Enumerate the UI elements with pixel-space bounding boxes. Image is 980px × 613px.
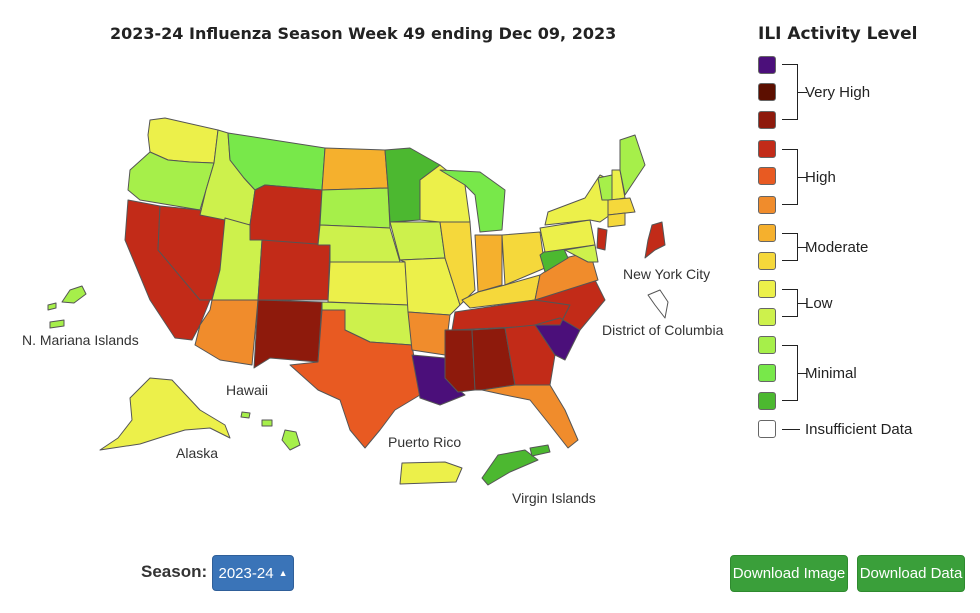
state-kansas[interactable] (327, 261, 409, 306)
label-hawaii: Hawaii (226, 382, 269, 398)
map-title: 2023-24 Influenza Season Week 49 ending … (110, 24, 617, 43)
legend-minimal: Minimal (805, 365, 857, 382)
virgin-islands-small (529, 444, 551, 457)
legend-moderate: Moderate (805, 239, 869, 256)
legend-high: High (805, 169, 836, 186)
state-arkansas[interactable] (407, 311, 451, 356)
state-new-mexico[interactable] (253, 299, 323, 369)
legend-swatch-12 (758, 364, 776, 382)
legend-swatch-10 (758, 308, 776, 326)
state-georgia[interactable] (504, 324, 556, 386)
download-image-button[interactable]: Download Image (730, 555, 848, 592)
state-colorado[interactable] (257, 239, 331, 301)
legend-swatch-11 (758, 336, 776, 354)
state-florida[interactable] (481, 384, 579, 449)
state-indiana[interactable] (474, 234, 503, 293)
state-new-jersey[interactable] (596, 227, 608, 251)
label-district-of-columbia: District of Columbia (602, 322, 724, 338)
state-iowa[interactable] (389, 221, 446, 261)
puerto-rico[interactable] (399, 461, 463, 485)
legend-swatch-5 (758, 167, 776, 185)
label-alaska: Alaska (176, 445, 219, 461)
legend-swatch-8 (758, 252, 776, 270)
state-south-dakota[interactable] (319, 187, 391, 229)
legend-swatch-13 (758, 392, 776, 410)
state-maryland[interactable] (564, 244, 599, 263)
state-wyoming[interactable] (249, 184, 323, 246)
mariana-small-1 (47, 302, 57, 311)
bracket-low (782, 289, 807, 317)
state-mississippi[interactable] (444, 329, 476, 393)
legend-low: Low (805, 295, 833, 312)
bracket-minimal (782, 345, 807, 401)
hawaii-small-1 (261, 419, 273, 427)
label-new-york-city: New York City (623, 266, 711, 282)
download-data-button[interactable]: Download Data (857, 555, 965, 592)
state-connecticut[interactable] (607, 212, 626, 228)
state-texas[interactable] (289, 309, 421, 449)
insufficient-line (782, 429, 800, 430)
bracket-very-high (782, 64, 807, 120)
state-massachusetts[interactable] (607, 197, 636, 216)
label-puerto-rico: Puerto Rico (388, 434, 462, 450)
season-label: Season: (141, 562, 208, 581)
legend-swatch-9 (758, 280, 776, 298)
state-nebraska[interactable] (317, 224, 401, 263)
hawaii-small-2 (240, 411, 251, 419)
state-maine[interactable] (619, 134, 646, 196)
label-virgin-islands: Virgin Islands (512, 490, 596, 506)
state-alaska[interactable] (99, 377, 231, 451)
legend-swatch-6 (758, 196, 776, 214)
dc-inset[interactable] (647, 289, 669, 319)
legend-swatch-7 (758, 224, 776, 242)
nyc-inset[interactable] (644, 221, 666, 259)
label-mariana-islands: N. Mariana Islands (22, 332, 139, 348)
mariana-small-2 (49, 319, 65, 329)
virgin-islands[interactable] (481, 449, 539, 486)
legend-swatch-1 (758, 56, 776, 74)
state-hawaii[interactable] (281, 429, 301, 451)
legend-very-high: Very High (805, 84, 871, 101)
caret-up-icon: ▲ (278, 568, 288, 578)
state-north-carolina[interactable] (534, 279, 606, 331)
season-dropdown[interactable]: 2023-24 ▲ (212, 555, 294, 591)
legend-title: ILI Activity Level (758, 24, 918, 44)
state-michigan[interactable] (439, 169, 506, 233)
legend-swatch-2 (758, 83, 776, 101)
legend-swatch-4 (758, 140, 776, 158)
state-oregon[interactable] (127, 151, 215, 211)
legend-swatch-14 (758, 420, 776, 438)
legend-swatch-3 (758, 111, 776, 129)
state-north-dakota[interactable] (321, 147, 389, 191)
bracket-high (782, 149, 807, 205)
season-value: 2023-24 (218, 564, 274, 582)
mariana-islands[interactable] (61, 285, 87, 304)
legend-insufficient: Insufficient Data (805, 421, 913, 438)
bracket-moderate (782, 233, 807, 261)
